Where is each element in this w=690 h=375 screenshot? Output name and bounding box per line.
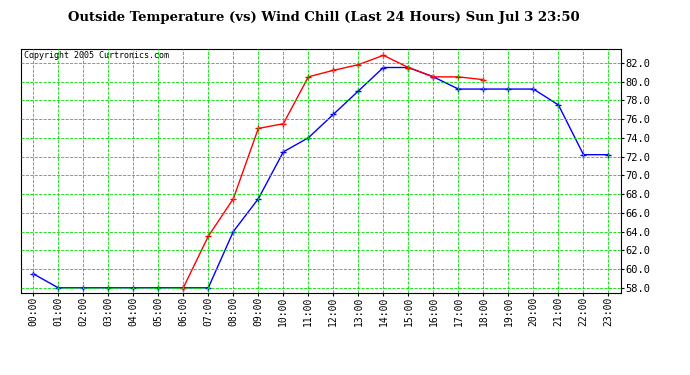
Text: Outside Temperature (vs) Wind Chill (Last 24 Hours) Sun Jul 3 23:50: Outside Temperature (vs) Wind Chill (Las… [68,11,580,24]
Text: Copyright 2005 Curtronics.com: Copyright 2005 Curtronics.com [23,51,168,60]
